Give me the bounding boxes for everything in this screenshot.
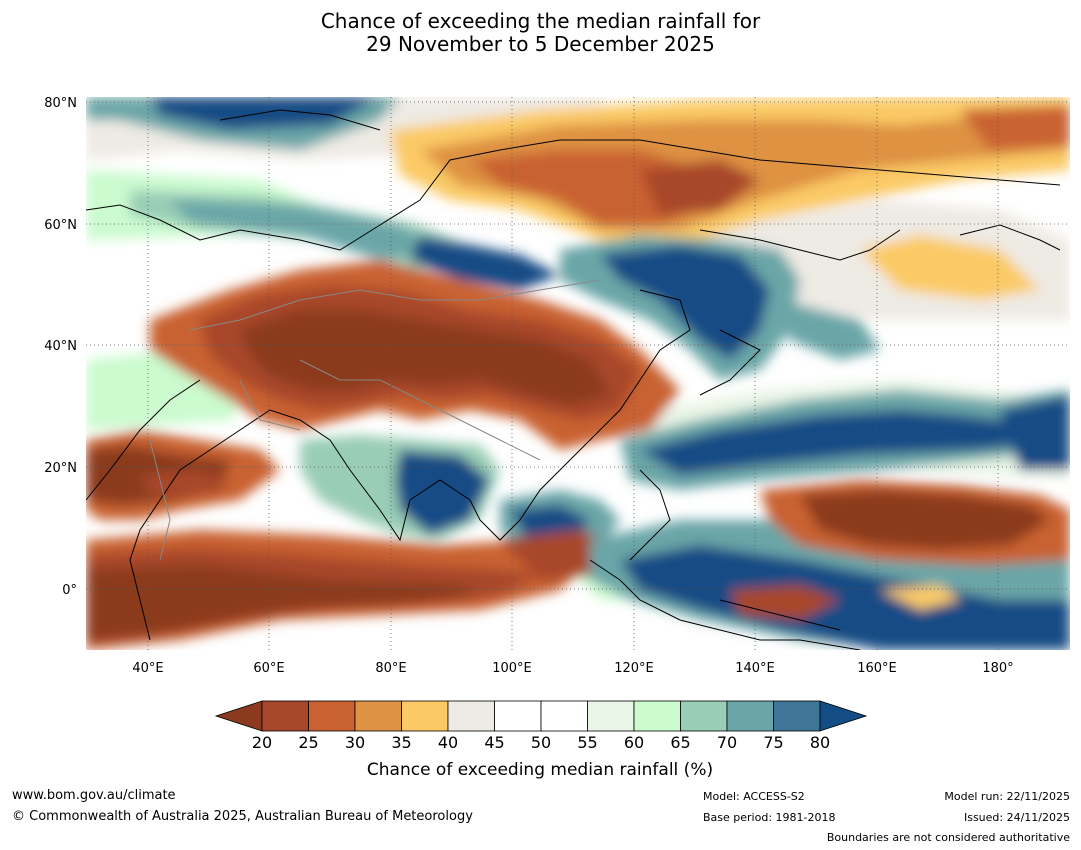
lat-label: 0° [62,583,77,598]
colorbar-tick-label: 40 [438,733,458,752]
colorbar-tick-label: 75 [763,733,783,752]
colorbar-segment [587,700,635,732]
forecast-field [86,97,1070,650]
map-title-line-2: 29 November to 5 December 2025 [366,32,715,56]
colorbar-extend-low [214,700,263,732]
lon-label: 60°E [253,661,284,676]
colorbar-segment [726,700,774,732]
latitude-labels: 80°N 60°N 40°N 20°N 0° [44,96,77,598]
coastlines [86,109,1061,650]
colorbar-segment [633,700,681,732]
colorbar-tick-label: 60 [624,733,644,752]
lat-label: 60°N [44,218,77,233]
colorbar-tick-label: 45 [484,733,504,752]
colorbar-tick-label: 65 [670,733,690,752]
colorbar-segment [261,700,309,732]
colorbar-tick-label: 30 [345,733,365,752]
lat-label: 20°N [44,461,77,476]
colorbar-segment [401,700,449,732]
colorbar-segment [773,700,821,732]
country-borders [149,279,601,561]
colorbar-tick-label: 70 [717,733,737,752]
colorbar-segment [308,700,356,732]
colorbar-extend-high [819,700,868,732]
lon-label: 120°E [614,661,654,676]
longitude-labels: 40°E 60°E 80°E 100°E 120°E 140°E 160°E 1… [132,661,1013,676]
lat-label: 80°N [44,96,77,111]
lon-label: 180° [982,661,1013,676]
base-period: Base period: 1981-2018 [703,811,836,824]
lon-label: 80°E [375,661,406,676]
colorbar-segment [354,700,402,732]
copyright-notice: © Commonwealth of Australia 2025, Austra… [12,809,473,824]
colorbar-tick-label: 35 [391,733,411,752]
lon-label: 100°E [492,661,532,676]
colorbar-tick-label: 25 [298,733,318,752]
issued-date: Issued: 24/11/2025 [963,811,1070,824]
model-name: Model: ACCESS-S2 [703,790,805,803]
boundaries-disclaimer: Boundaries are not considered authoritat… [826,831,1070,844]
colorbar-tick-label: 80 [810,733,830,752]
colorbar-segment [494,700,542,732]
colorbar-tick-label: 55 [577,733,597,752]
graticule [86,97,1070,650]
lon-label: 140°E [735,661,775,676]
colorbar-title: Chance of exceeding median rainfall (%) [367,760,713,780]
website-url[interactable]: www.bom.gov.au/climate [12,788,176,803]
map-title-line-1: Chance of exceeding the median rainfall … [320,9,761,33]
lat-label: 40°N [44,339,77,354]
colorbar-segment [447,700,495,732]
colorbar: 20 25 30 35 40 45 50 55 60 65 70 75 80 [214,700,868,752]
colorbar-segment [680,700,728,732]
colorbar-segment [540,700,588,732]
colorbar-tick-label: 50 [531,733,551,752]
colorbar-tick-label: 20 [252,733,272,752]
lon-label: 40°E [132,661,163,676]
lon-label: 160°E [857,661,897,676]
model-run-date: Model run: 22/11/2025 [944,790,1070,803]
